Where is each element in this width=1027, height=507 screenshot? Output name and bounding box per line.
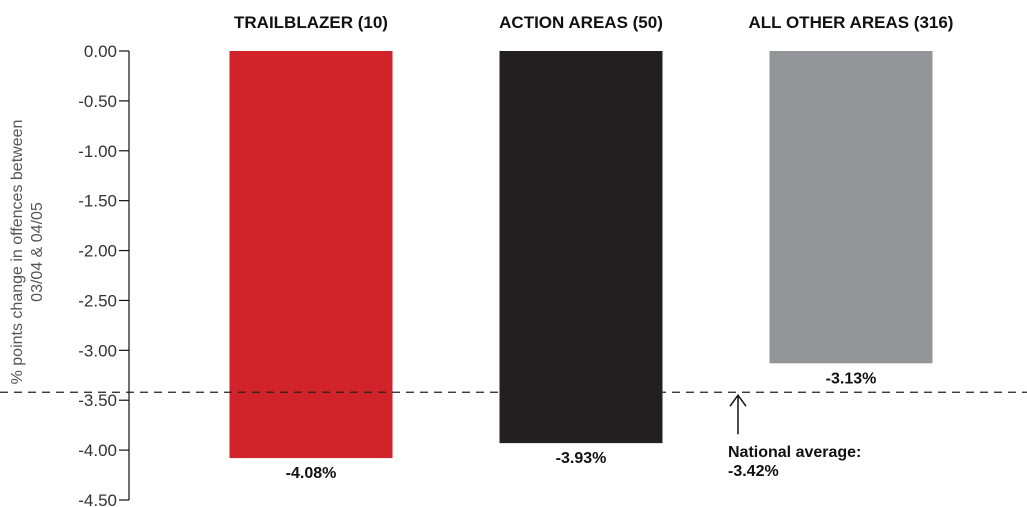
data-label: -4.08% [286, 465, 337, 482]
y-tick-label: -3.00 [78, 341, 117, 360]
bar [229, 51, 393, 459]
y-tick-label: -4.50 [78, 491, 117, 507]
y-tick-label: -2.50 [78, 291, 117, 310]
y-tick-label: -1.00 [78, 142, 117, 161]
category-label: ACTION AREAS (50) [499, 13, 663, 32]
y-axis-label-line-2: 03/04 & 04/05 [29, 202, 46, 302]
y-tick-label: -0.50 [78, 92, 117, 111]
bar [499, 51, 663, 444]
national-average-annotation: National average: [728, 444, 861, 461]
annotation-arrow-head [729, 393, 747, 407]
data-label: -3.13% [826, 370, 877, 387]
y-tick-label: -1.50 [78, 192, 117, 211]
y-tick-label: -3.50 [78, 391, 117, 410]
data-label: -3.93% [556, 450, 607, 467]
category-label: ALL OTHER AREAS (316) [749, 13, 954, 32]
national-average-annotation: -3.42% [728, 463, 779, 480]
category-label: TRAILBLAZER (10) [234, 13, 388, 32]
y-axis-label-line-1: % points change in offences between [9, 120, 26, 385]
bar [769, 51, 933, 364]
y-tick-label: -4.00 [78, 441, 117, 460]
y-tick-label: -2.00 [78, 242, 117, 261]
y-tick-label: 0.00 [84, 42, 117, 61]
